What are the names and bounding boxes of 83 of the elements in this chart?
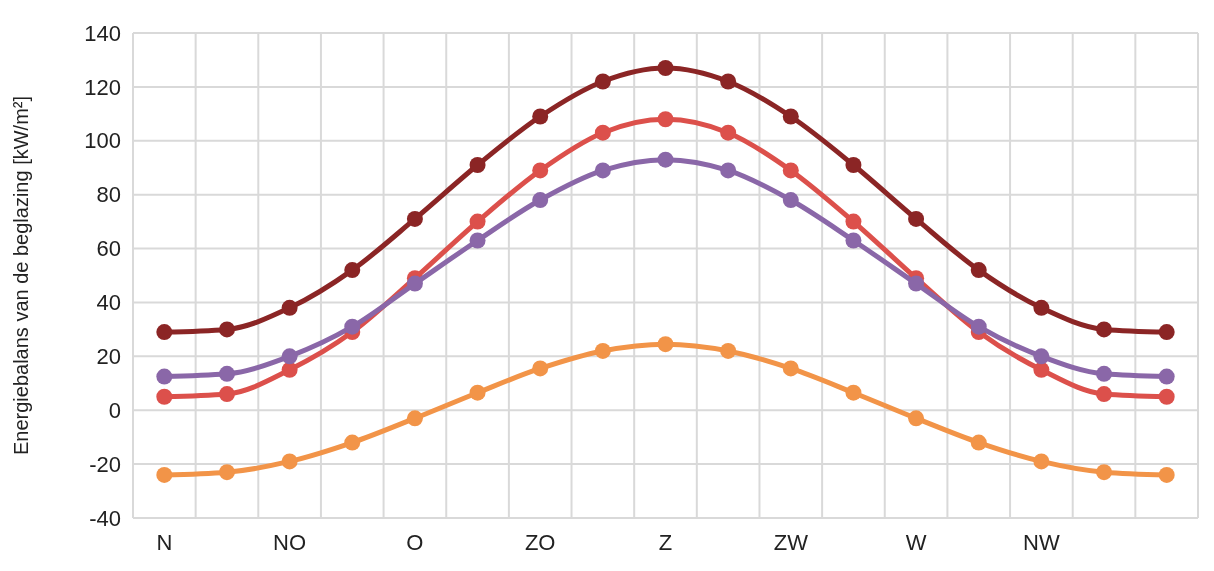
- point: [720, 342, 737, 359]
- point: [1096, 321, 1113, 338]
- point: [344, 262, 361, 279]
- point: [218, 365, 235, 382]
- x-tick-label: N: [156, 530, 173, 555]
- point: [218, 386, 235, 403]
- point: [1096, 365, 1113, 382]
- point: [469, 157, 486, 174]
- point: [218, 321, 235, 338]
- x-tick-label: Z: [658, 530, 673, 555]
- y-tick-label: 60: [96, 236, 121, 262]
- point: [970, 318, 987, 335]
- point: [156, 388, 173, 405]
- point: [1158, 466, 1175, 483]
- y-axis-title: Energiebalans van de beglazing [kW/m²]: [10, 95, 32, 456]
- point: [406, 210, 423, 227]
- y-tick-label: 100: [84, 128, 121, 154]
- point: [1033, 453, 1050, 470]
- point: [657, 336, 674, 353]
- point: [782, 360, 799, 377]
- point: [845, 384, 862, 401]
- point: [532, 360, 549, 377]
- point: [1158, 368, 1175, 385]
- point: [281, 299, 298, 316]
- point: [1096, 464, 1113, 481]
- point: [970, 434, 987, 451]
- point: [720, 73, 737, 90]
- x-tick-label: NO: [273, 530, 307, 555]
- point: [845, 213, 862, 230]
- point: [782, 108, 799, 125]
- point: [156, 324, 173, 341]
- x-tick-label: O: [406, 530, 424, 555]
- point: [281, 453, 298, 470]
- y-tick-label: 20: [96, 344, 121, 370]
- point: [469, 213, 486, 230]
- y-tick-label: 140: [84, 20, 121, 46]
- point: [532, 162, 549, 179]
- point: [156, 368, 173, 385]
- point: [1096, 386, 1113, 403]
- point: [1033, 361, 1050, 378]
- point: [532, 192, 549, 209]
- y-tick-label: -20: [89, 451, 121, 477]
- y-tick-label: 120: [84, 74, 121, 100]
- y-tick-label: 0: [108, 397, 121, 423]
- x-tick-label: ZW: [773, 530, 809, 555]
- point: [970, 262, 987, 279]
- point: [344, 318, 361, 335]
- point: [281, 361, 298, 378]
- point: [344, 434, 361, 451]
- point: [1033, 299, 1050, 316]
- point: [1158, 324, 1175, 341]
- point: [469, 232, 486, 249]
- point: [845, 157, 862, 174]
- point: [657, 151, 674, 168]
- point: [782, 192, 799, 209]
- point: [1158, 388, 1175, 405]
- point: [469, 384, 486, 401]
- point: [156, 466, 173, 483]
- point: [594, 162, 611, 179]
- point: [218, 464, 235, 481]
- point: [657, 111, 674, 128]
- point: [782, 162, 799, 179]
- point: [594, 73, 611, 90]
- x-tick-label: NW: [1023, 530, 1060, 555]
- point: [845, 232, 862, 249]
- point: [908, 410, 925, 427]
- y-tick-label: -40: [89, 505, 121, 531]
- point: [908, 275, 925, 292]
- point: [281, 348, 298, 365]
- point: [908, 210, 925, 227]
- point: [594, 342, 611, 359]
- y-tick-label: 80: [96, 182, 121, 208]
- point: [532, 108, 549, 125]
- point: [1033, 348, 1050, 365]
- x-tick-label: ZO: [524, 530, 556, 555]
- point: [594, 124, 611, 141]
- point: [720, 124, 737, 141]
- x-tick-label: W: [905, 530, 927, 555]
- y-tick-label: 40: [96, 290, 121, 316]
- point: [406, 275, 423, 292]
- point: [720, 162, 737, 179]
- point: [657, 60, 674, 77]
- point: [406, 410, 423, 427]
